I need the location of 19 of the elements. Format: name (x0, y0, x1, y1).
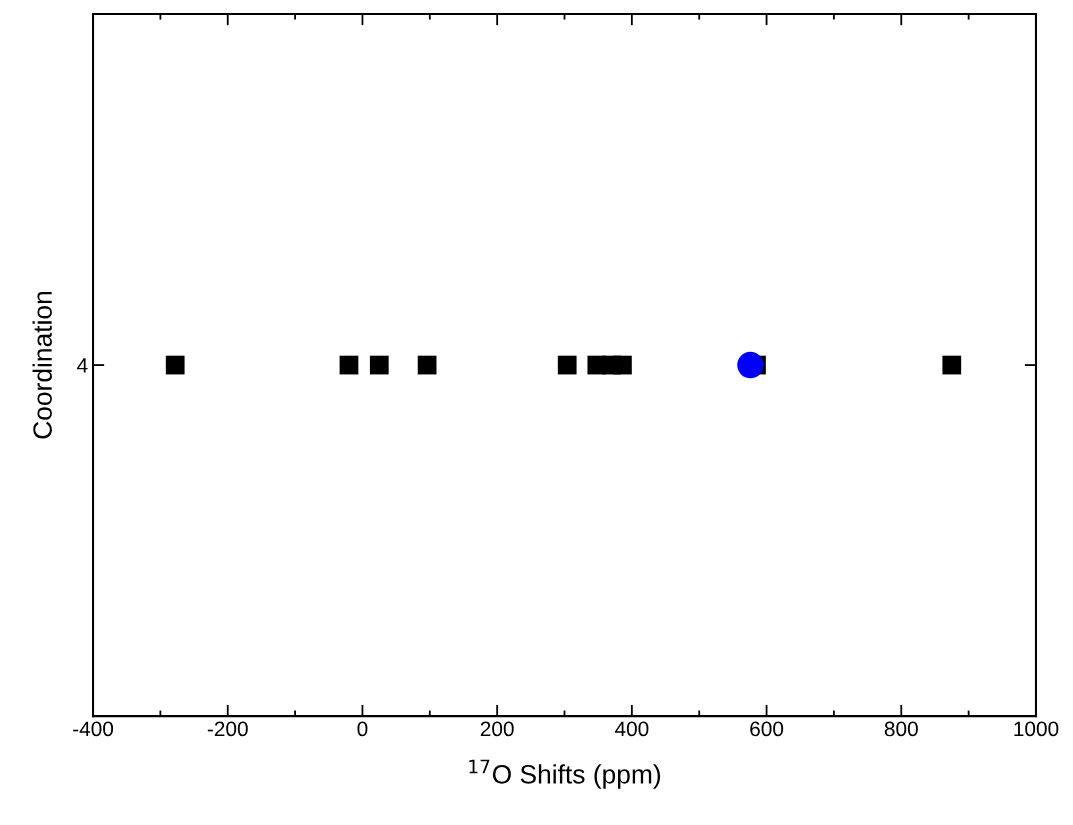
x-axis-title: $^{17}$O Shifts (ppm) (469, 759, 661, 789)
point (737, 351, 764, 379)
point (613, 355, 632, 375)
x-tick-label: 800 (884, 721, 918, 737)
x-tick-label: -200 (207, 721, 248, 737)
x-tick-label: 600 (750, 721, 784, 737)
y-axis-title: Coordination (32, 291, 52, 439)
x-tick-label: 1000 (1014, 721, 1059, 737)
point (557, 355, 577, 375)
x-tick-label: 200 (480, 721, 514, 737)
x-tick-label: -400 (73, 721, 114, 737)
point (369, 355, 389, 375)
point (942, 355, 962, 375)
y-tick-label: 4 (77, 358, 88, 373)
x-tick-label: 0 (357, 721, 368, 737)
point (417, 355, 437, 375)
point (339, 355, 359, 375)
point (165, 355, 185, 375)
x-tick-label: 400 (614, 721, 649, 737)
